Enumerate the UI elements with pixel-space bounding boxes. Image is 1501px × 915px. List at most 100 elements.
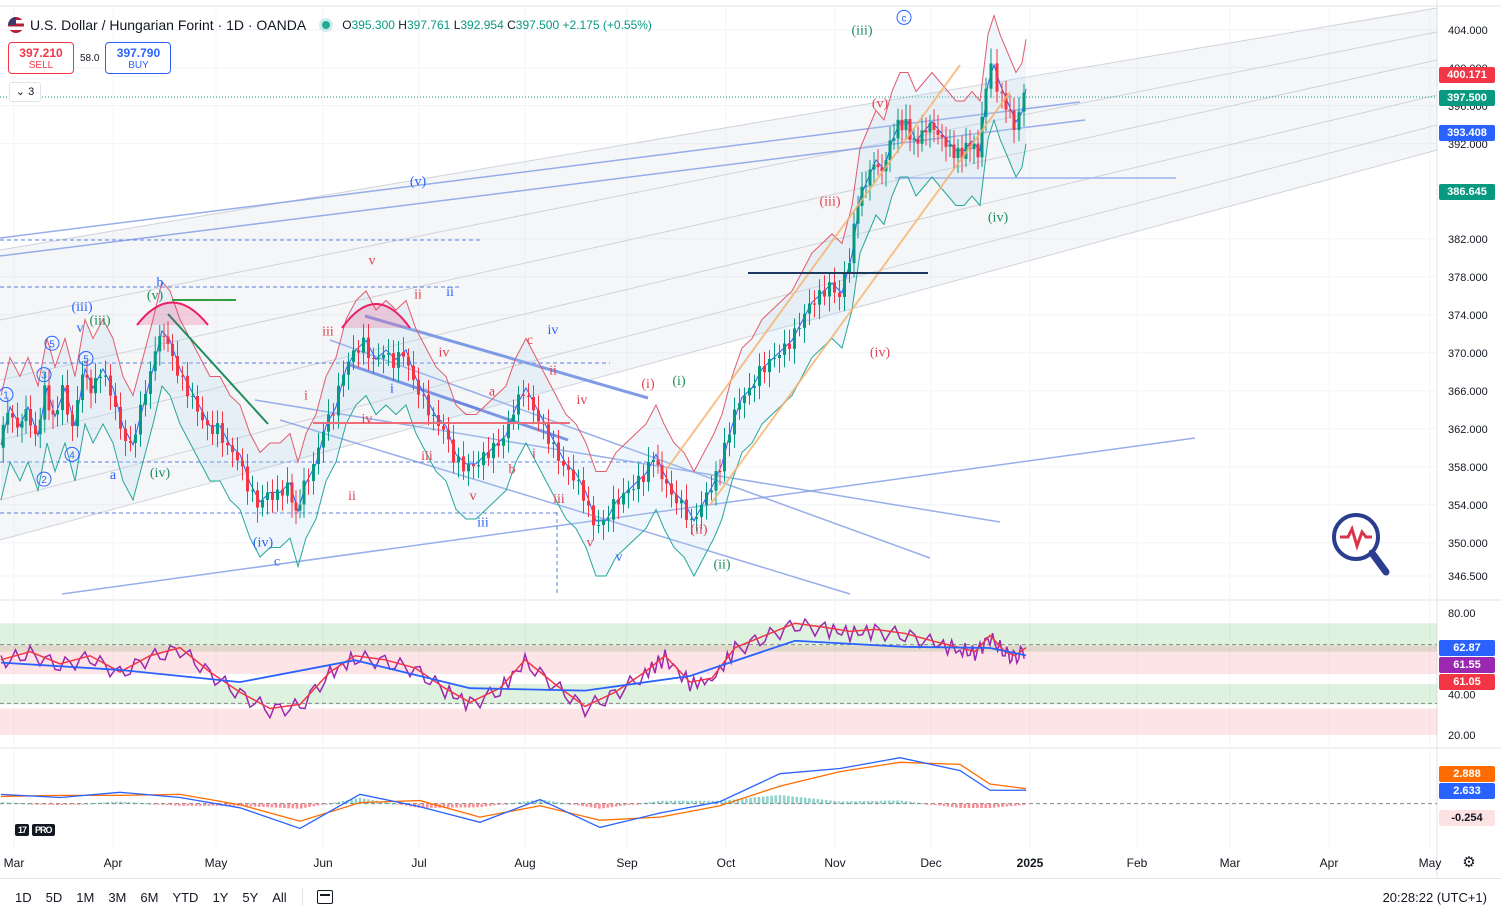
candle-body [714, 470, 718, 491]
macd-hist-bar [690, 800, 694, 804]
y-tick-label: 392.000 [1448, 139, 1488, 151]
macd-hist-bar [383, 802, 387, 804]
macd-hist-bar [694, 800, 698, 804]
candle-body [298, 504, 302, 511]
macd-hist-bar [879, 800, 883, 804]
macd-hist-bar [761, 796, 765, 804]
macd-hist-bar [778, 794, 782, 804]
wave-label: b [509, 462, 516, 477]
candle-body [892, 138, 896, 141]
wave-circle [896, 9, 912, 25]
wave-label: c [527, 333, 533, 348]
macd-hist-bar [724, 800, 727, 804]
macd-hist-bar [484, 803, 488, 807]
tf-6m[interactable]: 6M [140, 889, 159, 905]
macd-hist-bar [455, 803, 458, 808]
macd-hist-bar [598, 803, 601, 809]
candle-body [81, 374, 84, 401]
tf-1d[interactable]: 1D [15, 889, 32, 905]
candle-body [447, 429, 450, 440]
candle-body [900, 119, 904, 131]
wave-label: v [587, 536, 594, 551]
candle-body [158, 335, 162, 352]
candle-body [462, 456, 465, 472]
macd-hist-bar [228, 803, 232, 806]
x-tick-label: Nov [824, 856, 845, 870]
wave-label: ii [549, 364, 557, 379]
macd-hist-bar [812, 798, 815, 804]
tf-5y[interactable]: 5Y [242, 889, 259, 905]
wave-label: (iii) [852, 24, 873, 39]
candle-body [567, 465, 570, 470]
macd-hist-bar [211, 803, 215, 806]
candle-body [76, 400, 79, 427]
macd-hist-bar [148, 803, 152, 805]
macd-hist-bar [110, 801, 114, 804]
low-value: 392.954 [460, 18, 504, 32]
candle-body [690, 518, 693, 520]
macd-hist-bar [316, 803, 320, 806]
macd-badge-hist: -0.254 [1439, 810, 1495, 826]
macd-hist-bar [270, 803, 274, 808]
candle-body [753, 386, 756, 389]
price-axis: 404.000400.000396.000392.000382.000378.0… [1448, 25, 1488, 583]
candle-body [43, 385, 47, 420]
macd-hist-bar [787, 795, 790, 804]
calendar-icon[interactable] [316, 890, 333, 904]
macd-badge-line: 2.633 [1439, 783, 1495, 799]
macd-hist-bar [707, 800, 710, 804]
candle-body [286, 482, 289, 496]
candle-body [788, 343, 791, 349]
wave-label: v [77, 321, 84, 336]
candle-body [231, 445, 234, 453]
market-status-icon [322, 21, 331, 29]
candle-body [680, 499, 683, 504]
symbol-title[interactable]: U.S. Dollar / Hungarian Forint · 1D · OA… [30, 17, 307, 33]
macd-hist-bar [85, 803, 89, 805]
macd-hist-bar [434, 803, 437, 808]
wave-label: b [157, 275, 164, 290]
clock: 20:28:22 (UTC+1) [1382, 889, 1487, 905]
candle-body [342, 374, 345, 386]
tf-all[interactable]: All [272, 889, 287, 905]
candle-body [1012, 110, 1016, 131]
macd-hist-bar [287, 803, 290, 809]
sell-button[interactable]: 397.210 SELL [8, 42, 74, 74]
indicators-toggle[interactable]: ⌄ 3 [9, 82, 41, 102]
candle-body [294, 502, 298, 511]
candle-body [497, 442, 500, 446]
macd-hist-bar [430, 803, 433, 808]
macd-hist-bar [459, 803, 463, 808]
change-value: +2.175 (+0.55%) [562, 18, 652, 32]
candle-body [442, 425, 445, 430]
tf-ytd[interactable]: YTD [172, 889, 199, 905]
candle-body [582, 480, 585, 501]
candle-body [56, 410, 59, 415]
macd-hist-bar [635, 803, 639, 805]
macd-hist-bar [31, 803, 34, 805]
candle-body [896, 119, 900, 139]
tf-1y[interactable]: 1Y [212, 889, 229, 905]
wave-label: iv [439, 346, 450, 361]
candle-body [487, 452, 490, 459]
candle-body [307, 480, 310, 482]
macd-hist-bar [854, 801, 857, 804]
candle-body [912, 138, 916, 140]
candle-body [256, 490, 259, 508]
candle-body [162, 335, 166, 337]
buy-button[interactable]: 397.790 BUY [105, 42, 172, 74]
tf-5d[interactable]: 5D [45, 889, 63, 905]
tf-1m[interactable]: 1M [76, 889, 95, 905]
macd-hist-bar [178, 803, 181, 806]
candle-body [517, 394, 520, 415]
candle-body [412, 365, 415, 380]
candle-body [181, 375, 184, 377]
settings-icon[interactable]: ⚙ [1462, 854, 1476, 871]
tf-3m[interactable]: 3M [108, 889, 127, 905]
magnifier-icon[interactable] [1332, 513, 1390, 576]
rsi-badge-value: 61.55 [1439, 657, 1495, 673]
rsi-ma [0, 639, 1027, 692]
ma-badge: 393.408 [1439, 125, 1495, 141]
candle-body [34, 425, 37, 435]
